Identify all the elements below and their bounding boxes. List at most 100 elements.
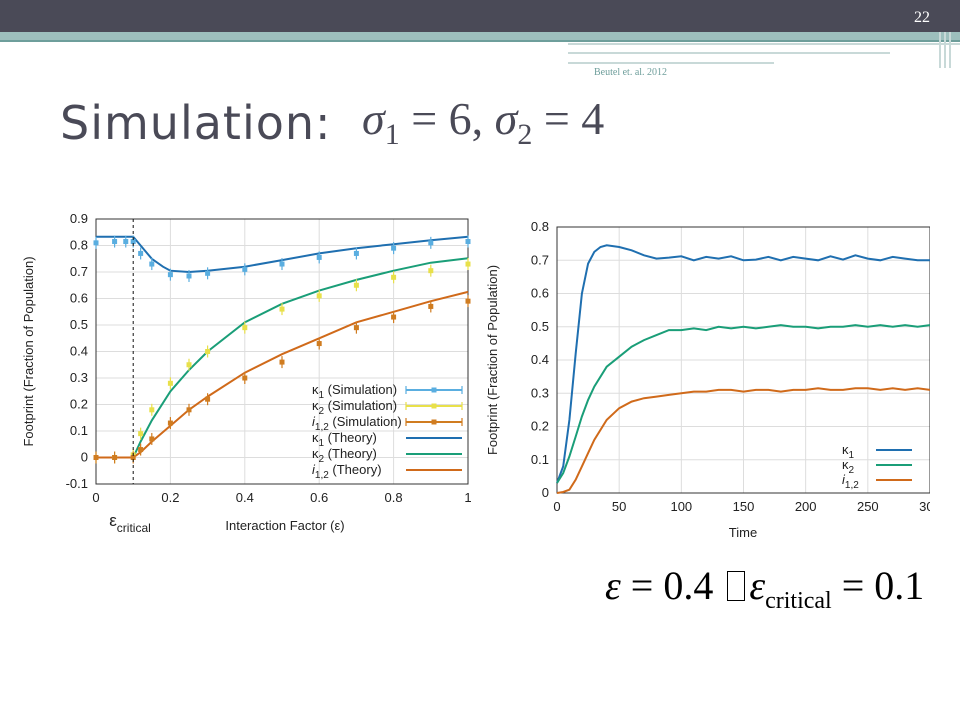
- data-point: [138, 250, 144, 256]
- y-tick-label: 0.9: [70, 211, 88, 226]
- data-point: [123, 239, 129, 245]
- data-point: [316, 341, 322, 347]
- slide-title: Simulation:: [60, 96, 332, 150]
- sigma-symbol: σ: [494, 93, 518, 144]
- data-point: [279, 306, 285, 312]
- data-point: [138, 431, 144, 437]
- y-tick-label: 0.1: [70, 423, 88, 438]
- subscript: 2: [517, 118, 533, 151]
- data-point: [186, 362, 192, 368]
- legend-label: κ1 (Simulation): [312, 382, 397, 401]
- legend-marker: [431, 403, 437, 409]
- data-point: [242, 266, 248, 272]
- legend-label: κ2 (Theory): [312, 446, 377, 465]
- data-point: [93, 240, 99, 246]
- data-point: [167, 272, 173, 278]
- series-line: [96, 257, 469, 459]
- slide-number: 22: [914, 9, 930, 26]
- y-tick-label: 0.2: [70, 397, 88, 412]
- slide-accent-line: [0, 40, 960, 42]
- y-tick-label: 0.5: [70, 317, 88, 332]
- data-point: [186, 407, 192, 413]
- data-point: [186, 273, 192, 279]
- data-point: [242, 325, 248, 331]
- legend-marker: [431, 387, 437, 393]
- decorative-line: [568, 52, 890, 54]
- y-tick-label: 0.8: [531, 219, 549, 234]
- missing-glyph-box: [727, 571, 746, 601]
- x-tick-label: 100: [670, 499, 692, 514]
- data-point: [391, 274, 397, 280]
- series-line: [556, 324, 930, 484]
- legend-label: κ1: [842, 442, 855, 461]
- x-tick-label: 250: [857, 499, 879, 514]
- data-point: [353, 282, 359, 288]
- data-point: [138, 447, 144, 453]
- slide-top-bar: [0, 0, 960, 32]
- data-point: [130, 239, 136, 245]
- equation-part: = 0.1: [831, 563, 925, 608]
- y-tick-label: 0.1: [531, 452, 549, 467]
- legend-marker: [431, 419, 437, 425]
- legend-label: κ1 (Theory): [312, 430, 377, 449]
- x-tick-label: 300: [919, 499, 930, 514]
- equation-part: = 0.4: [620, 563, 724, 608]
- data-point: [316, 293, 322, 299]
- sigma-symbol: σ: [362, 93, 385, 144]
- data-point: [205, 349, 211, 354]
- data-point: [93, 455, 99, 460]
- x-tick-label: 0.6: [310, 490, 328, 505]
- x-tick-label: 0.4: [236, 490, 254, 505]
- y-tick-label: 0.8: [70, 238, 88, 253]
- y-tick-label: 0.2: [531, 419, 549, 434]
- plot-frame: [556, 226, 930, 494]
- data-point: [428, 303, 434, 309]
- legend-label: κ2 (Simulation): [312, 398, 397, 417]
- data-point: [242, 375, 248, 381]
- data-point: [167, 420, 173, 426]
- x-tick-label: 150: [733, 499, 755, 514]
- plot-frame: [95, 218, 469, 485]
- decorative-line: [568, 43, 960, 45]
- data-point: [353, 325, 359, 331]
- y-tick-label: -0.1: [66, 476, 88, 491]
- legend-label: i1,2 (Theory): [312, 462, 382, 481]
- data-point: [112, 455, 118, 460]
- series-line: [96, 290, 469, 459]
- data-point: [391, 245, 397, 251]
- data-point: [279, 359, 285, 365]
- x-tick-label: 0.2: [161, 490, 179, 505]
- y-tick-label: 0: [81, 450, 88, 465]
- y-tick-label: 0.6: [70, 291, 88, 306]
- legend-label: i1,2 (Simulation): [312, 414, 402, 433]
- legend-label: i1,2: [842, 472, 859, 491]
- data-point: [428, 240, 434, 246]
- data-point: [279, 261, 285, 267]
- y-tick-label: 0.7: [531, 252, 549, 267]
- y-tick-label: 0.4: [531, 352, 549, 367]
- y-axis-label: Footprint (Fraction of Population): [21, 256, 36, 446]
- citation: Beutel et. al. 2012: [594, 67, 668, 78]
- x-tick-label: 1: [464, 490, 471, 505]
- data-point: [316, 254, 322, 260]
- y-tick-label: 0: [542, 485, 549, 500]
- x-tick-label: 0: [92, 490, 99, 505]
- data-point: [465, 261, 471, 267]
- data-point: [130, 455, 136, 460]
- data-point: [205, 396, 211, 402]
- title-math: σ1 = 6, σ2 = 4: [362, 92, 604, 152]
- equation-part: = 6,: [399, 93, 495, 144]
- equation-part: = 4: [532, 93, 605, 144]
- data-point: [112, 239, 118, 245]
- data-point: [149, 436, 155, 442]
- x-axis-label: Interaction Factor (ε): [225, 518, 344, 533]
- subscript: critical: [765, 588, 832, 614]
- data-point: [353, 250, 359, 256]
- data-point: [465, 239, 471, 245]
- y-tick-label: 0.7: [70, 264, 88, 279]
- data-point: [205, 270, 211, 276]
- data-point: [149, 261, 155, 267]
- data-point: [428, 268, 434, 274]
- x-tick-label: 0.8: [385, 490, 403, 505]
- x-axis-label: Time: [729, 525, 757, 540]
